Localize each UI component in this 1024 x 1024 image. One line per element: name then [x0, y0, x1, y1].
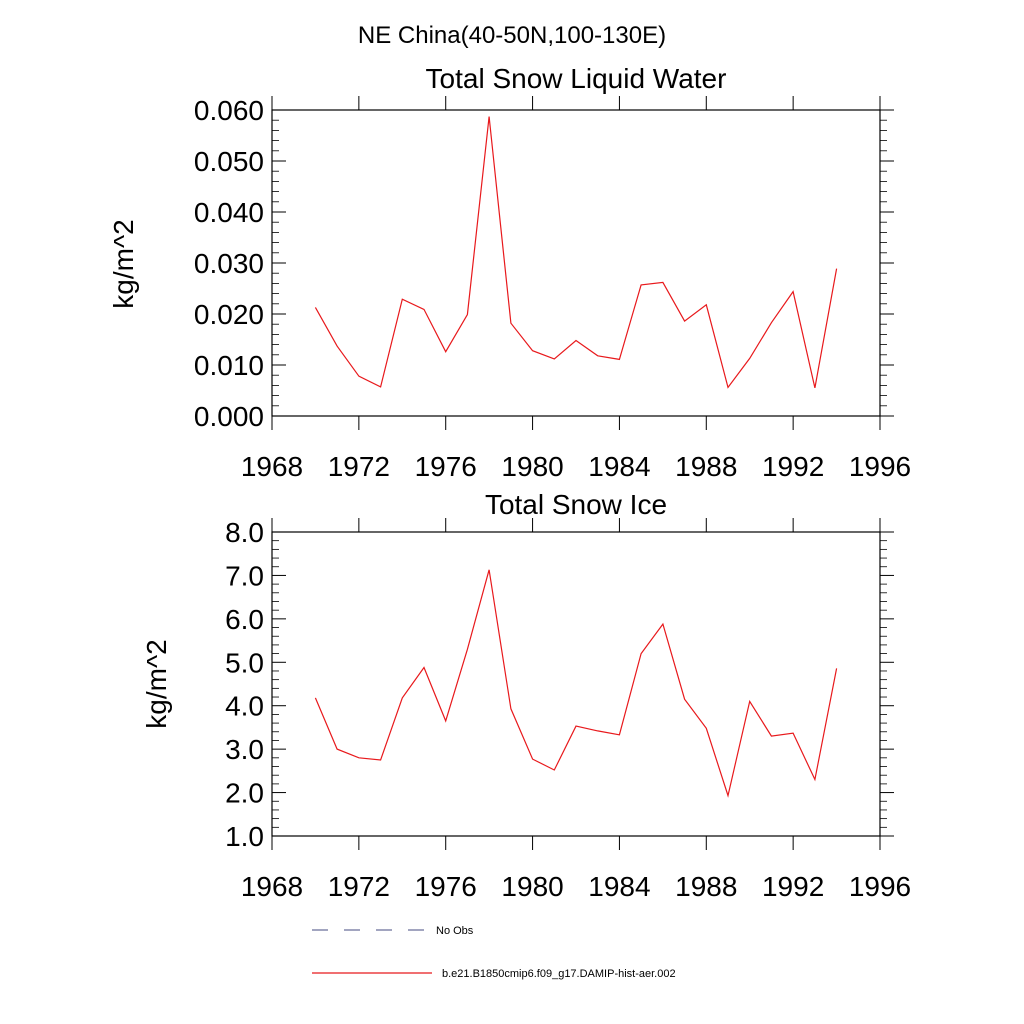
panel-title-liquid-water: Total Snow Liquid Water	[426, 63, 727, 94]
x-tick-label-snow-ice: 1988	[675, 871, 737, 902]
plot-frame-snow-ice	[271, 531, 881, 837]
legend: No Obs b.e21.B1850cmip6.f09_g17.DAMIP-hi…	[312, 925, 676, 980]
y-tick-label-snow-ice: 2.0	[225, 778, 264, 809]
legend-label-model: b.e21.B1850cmip6.f09_g17.DAMIP-hist-aer.…	[442, 968, 676, 980]
series-line-snow-ice-0	[314, 569, 838, 798]
x-tick-label-liquid-water: 1988	[675, 451, 737, 482]
x-tick-label-snow-ice: 1996	[849, 871, 911, 902]
ticks-snow-ice: 1968 1972 1976 1980 1984 1988 1992 1996 1.0 2.0 3.…	[225, 517, 911, 902]
region-title: NE China(40-50N,100-130E)	[358, 22, 666, 49]
panel-snow-ice: Total Snow Ice kg/m^2 1968 1972 1976 1980 19…	[141, 489, 911, 902]
x-tick-label-liquid-water: 1976	[415, 451, 477, 482]
y-axis-label-liquid-water: kg/m^2	[108, 219, 139, 308]
x-tick-label-liquid-water: 1972	[328, 451, 390, 482]
y-axis-label-snow-ice: kg/m^2	[141, 639, 172, 728]
x-tick-label-snow-ice: 1992	[762, 871, 824, 902]
x-tick-label-liquid-water: 1968	[241, 451, 303, 482]
legend-label-no-obs: No Obs	[436, 925, 474, 937]
panel-title-snow-ice: Total Snow Ice	[485, 489, 667, 520]
x-tick-label-snow-ice: 1972	[328, 871, 390, 902]
series-liquid-water	[314, 116, 838, 389]
ticks-liquid-water: 1968 1972 1976 1980 1984 1988 1992 1996 0.000 0.0…	[194, 95, 911, 482]
x-tick-label-snow-ice: 1976	[415, 871, 477, 902]
x-tick-label-liquid-water: 1984	[588, 451, 650, 482]
y-tick-label-snow-ice: 5.0	[225, 647, 264, 678]
y-tick-label-liquid-water: 0.030	[194, 248, 264, 279]
series-line-liquid-water-0	[314, 116, 838, 389]
x-tick-label-snow-ice: 1968	[241, 871, 303, 902]
y-tick-label-liquid-water: 0.060	[194, 95, 264, 126]
y-tick-label-snow-ice: 6.0	[225, 604, 264, 635]
y-tick-label-liquid-water: 0.000	[194, 401, 264, 432]
x-tick-label-snow-ice: 1984	[588, 871, 650, 902]
x-tick-label-liquid-water: 1992	[762, 451, 824, 482]
y-tick-label-snow-ice: 1.0	[225, 821, 264, 852]
x-tick-label-snow-ice: 1980	[501, 871, 563, 902]
x-tick-label-liquid-water: 1996	[849, 451, 911, 482]
y-tick-label-liquid-water: 0.010	[194, 350, 264, 381]
y-tick-label-snow-ice: 4.0	[225, 691, 264, 722]
y-tick-label-snow-ice: 7.0	[225, 560, 264, 591]
y-tick-label-snow-ice: 3.0	[225, 734, 264, 765]
y-tick-label-snow-ice: 8.0	[225, 517, 264, 548]
y-tick-label-liquid-water: 0.020	[194, 299, 264, 330]
x-tick-label-liquid-water: 1980	[501, 451, 563, 482]
series-snow-ice	[314, 569, 838, 798]
y-tick-label-liquid-water: 0.040	[194, 197, 264, 228]
panel-liquid-water: Total Snow Liquid Water kg/m^2 1968 1972 1…	[108, 63, 911, 482]
y-tick-label-liquid-water: 0.050	[194, 146, 264, 177]
